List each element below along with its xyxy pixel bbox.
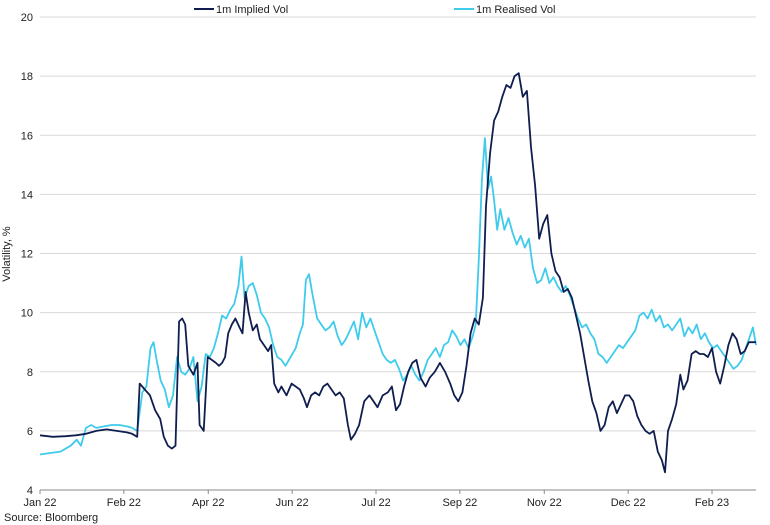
source-note: Source: Bloomberg <box>4 512 98 524</box>
y-tick-label: 6 <box>27 426 33 438</box>
y-tick-label: 14 <box>21 189 33 201</box>
y-tick-label: 12 <box>21 249 33 261</box>
x-tick-label: Nov 22 <box>527 497 562 509</box>
y-tick-label: 4 <box>27 485 33 497</box>
y-tick-label: 10 <box>21 308 33 320</box>
x-tick-label: Sep 22 <box>442 497 477 509</box>
x-tick-label: Feb 23 <box>695 497 729 509</box>
x-tick-label: Apr 22 <box>192 497 224 509</box>
y-tick-label: 20 <box>21 12 33 24</box>
x-tick-label: Feb 22 <box>107 497 141 509</box>
y-axis-label: Volatility, % <box>1 226 13 282</box>
legend: 1m Implied Vol 1m Realised Vol <box>194 4 556 16</box>
x-tick-label: Jan 22 <box>23 497 56 509</box>
y-tick-label: 18 <box>21 71 33 83</box>
y-axis-ticks: 4 6 8 10 12 14 16 18 20 <box>21 12 33 497</box>
x-tick-label: Jul 22 <box>361 497 390 509</box>
x-tick-label: Jun 22 <box>276 497 309 509</box>
series-line-implied-vol <box>39 72 756 474</box>
legend-label-realised: 1m Realised Vol <box>476 4 556 16</box>
x-tick-label: Dec 22 <box>611 497 646 509</box>
series-lines <box>39 72 757 474</box>
series-line-realised-vol <box>39 137 757 456</box>
y-tick-label: 16 <box>21 130 33 142</box>
x-axis-ticks: Jan 22 Feb 22 Apr 22 Jun 22 Jul 22 Sep 22 Nov … <box>23 490 729 509</box>
y-tick-label: 8 <box>27 367 33 379</box>
legend-label-implied: 1m Implied Vol <box>216 4 288 16</box>
